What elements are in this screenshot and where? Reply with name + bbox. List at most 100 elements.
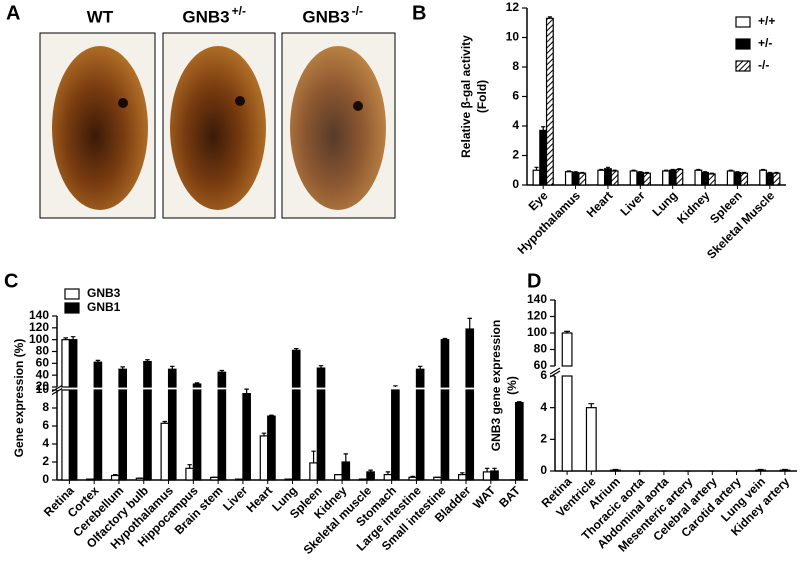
bar [118,389,128,481]
y-tick-label: 8 [42,400,49,414]
error-bar [194,382,200,385]
error-bar [670,168,675,171]
error-bar [573,171,578,173]
error-bar [541,126,546,131]
bar [383,474,393,481]
legend-label: +/+ [758,14,775,28]
bar [217,371,227,388]
error-bar [612,169,617,171]
bar [334,474,343,481]
bar [309,462,318,481]
bar [643,172,651,186]
bar [578,172,587,186]
error-bar [742,171,747,174]
axis-break [549,370,561,378]
bar [93,389,103,481]
legend-swatch [735,38,751,50]
panel-label: D [527,270,541,292]
bar [564,171,573,186]
error-bar [460,472,465,475]
error-bar [95,359,101,363]
y-tick-label: 0 [42,472,49,486]
legend-swatch [64,288,80,300]
bar [740,172,749,186]
x-tick-label: Heart [243,483,275,515]
embryo [290,46,386,210]
error-bar [631,169,636,171]
error-bar [293,347,299,351]
error-bar [580,171,585,174]
error-bar [781,468,788,471]
y-tick-label: 0 [512,177,519,191]
bar [482,471,492,481]
bar [167,368,177,388]
error-bar [761,168,766,171]
error-bar [311,450,316,463]
error-bar [219,369,225,373]
y-tick-label: 6 [512,89,519,103]
bar [267,415,276,481]
error-bar [261,432,267,436]
bar [515,402,524,481]
axis-break [549,367,561,375]
error-bar [63,337,68,340]
error-bar [170,365,175,370]
y-axis-label: Relative β-gal activity [459,35,473,158]
bar [192,389,202,481]
error-bar [70,336,76,340]
error-bar [269,414,274,417]
bar [726,170,735,186]
y-tick-label: 10 [36,382,50,396]
y-tick-label: 6 [42,418,49,432]
bar [192,383,202,388]
error-bar [644,171,650,174]
legend-label: GNB3 [87,286,121,300]
error-bar [318,365,324,369]
y-axis-label: (%) [505,376,519,395]
bar [759,169,768,186]
y-tick-label: 80 [36,344,50,358]
x-tick-label: Liver [220,483,250,513]
bar [110,474,120,481]
y-tick-label: 8 [512,59,519,73]
error-bar [145,359,150,362]
bar [61,389,70,481]
bar [765,172,774,186]
x-tick-label: WAT [470,483,499,512]
y-tick-label: 100 [29,332,49,346]
bar [160,422,170,481]
y-tick-label: 4 [512,118,519,132]
bar [597,169,606,186]
embryo [52,46,148,210]
error-bar [599,168,604,171]
y-tick-label: 140 [527,292,547,306]
x-tick-label: Eye [526,188,551,213]
bar [242,393,251,481]
bar [694,169,703,186]
error-bar [588,403,595,408]
error-bar [244,388,249,394]
bar [603,168,612,186]
y-tick-label: 140 [29,308,49,322]
embryo [170,46,266,210]
y-tick-label: 20 [36,379,50,393]
error-bar [728,169,733,171]
error-bar [417,365,423,370]
eye [353,101,363,111]
y-axis-label: GNB3 gene expression [489,320,503,451]
image-label: GNB3 [182,7,229,26]
legend-swatch [735,16,751,28]
bar [391,389,400,481]
error-bar [467,317,472,330]
bar [217,389,227,481]
bar [668,169,677,186]
bar [291,389,301,481]
y-tick-label: 60 [36,356,50,370]
bar [610,170,619,186]
error-bar [677,168,682,170]
y-tick-label: 4 [540,400,547,414]
error-bar [534,166,539,171]
bar [571,171,580,186]
error-bar [663,169,669,171]
